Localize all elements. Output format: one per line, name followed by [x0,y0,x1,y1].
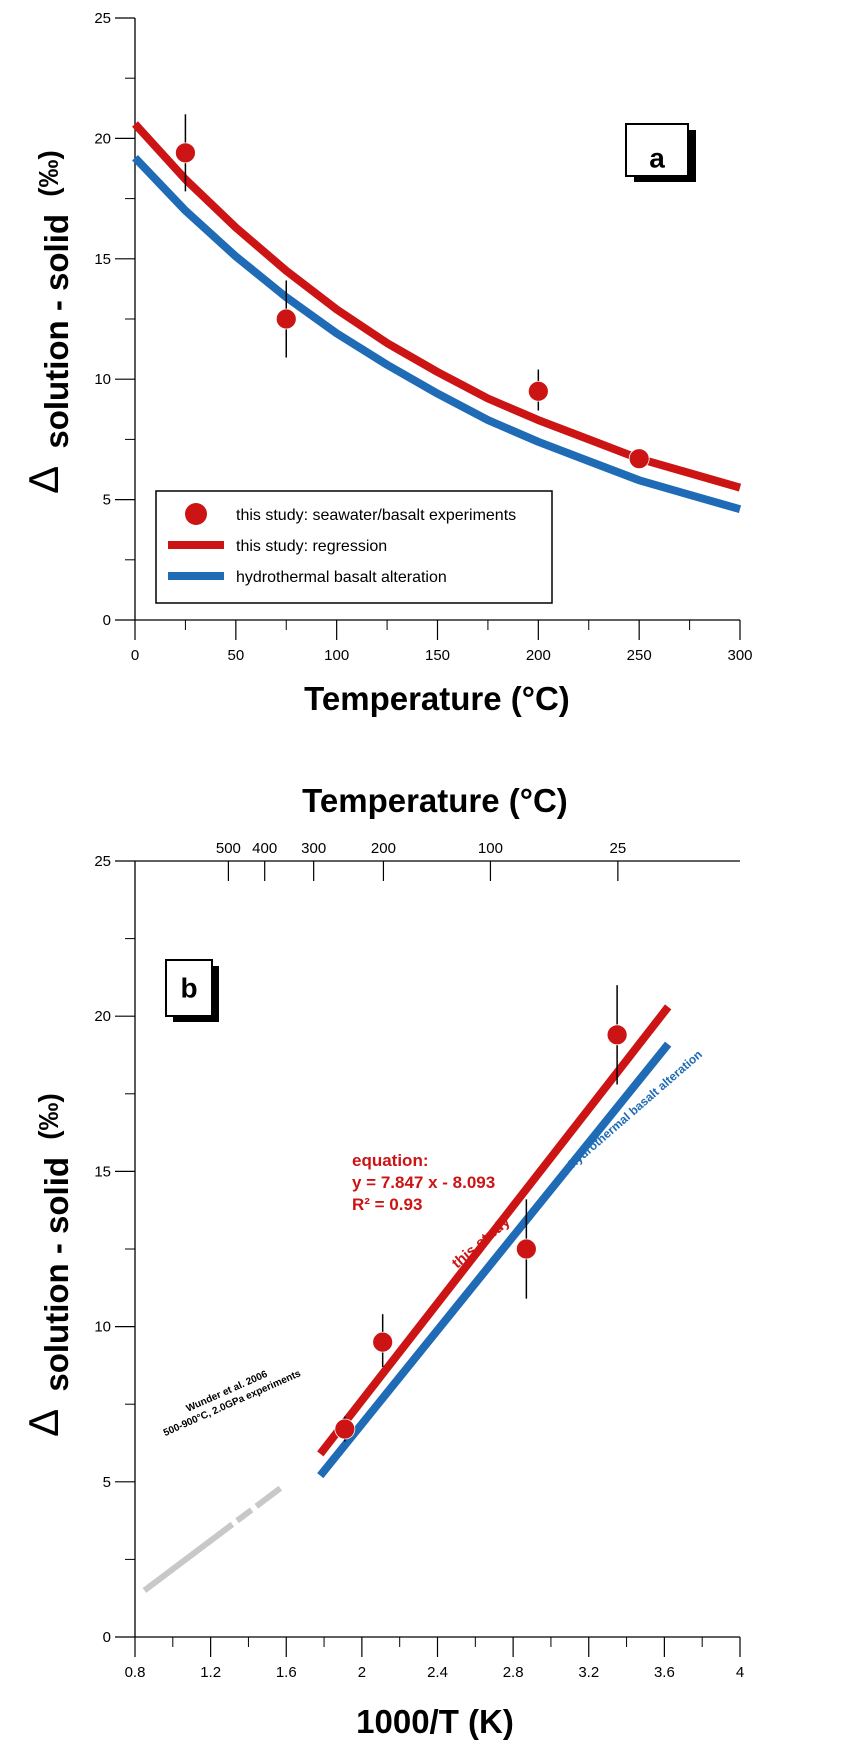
panel-a-data-point [628,448,650,470]
panel-a-x-tick-label: 150 [425,647,450,664]
svg-text:Δ solution - solid: Δ solution - solid (‰) [20,150,75,494]
panel-b-y-tick-label: 5 [103,1474,111,1491]
panel-a-x-tick-label: 200 [526,647,551,664]
panel-a-ylabel-delta: Δ [20,466,67,494]
panel-a-data-point [175,142,196,164]
panel-a-y-tick-label: 25 [94,10,111,27]
panel-a-y-tick-label: 20 [94,130,111,147]
label-wunder: Wunder et al. 2006 500-900°C, 2.0GPa exp… [162,1368,303,1439]
panel-b-y-axis-title: Δ solution - solid (‰) [20,1093,75,1437]
legend-label-hydrothermal: hydrothermal basalt alteration [236,569,447,586]
svg-text:Δ solution - solid: Δ solution - solid (‰) [20,1093,75,1437]
panel-a-data-point [527,380,549,402]
panel-b-x-tick-label: 3.6 [654,1664,675,1681]
panel-a-x-tick-label: 300 [727,647,752,664]
panel-b: 0 5 10 15 20 25 0.8 1.2 1.6 2 2.4 2.8 3.2 3.6 4 500 400 3… [20,782,744,1740]
curve-hydrothermal-basalt-alteration [132,154,742,514]
panel-a-ylabel-unit: (‰) [33,150,64,197]
equation-title: equation: [352,1151,429,1170]
panel-a-y-tick-label: 0 [103,612,111,629]
panel-b-x-tick-label: 3.2 [578,1664,599,1681]
panel-b-y-tick-label: 25 [94,853,111,870]
panel-b-x-axis-title: 1000/T (K) [356,1703,514,1740]
equation-r-squared: R² = 0.93 [352,1195,422,1214]
panel-b-top-axis-title: Temperature (°C) [302,782,568,819]
panel-b-x-tick-label: 2.8 [503,1664,524,1681]
legend-label-regression: this study: regression [236,538,387,555]
panel-b-data-point [372,1331,394,1353]
panel-b-x-tick-label: 1.2 [200,1664,221,1681]
panel-b-top-tick-label: 400 [252,840,277,857]
panel-b-x-tick-label: 1.6 [276,1664,297,1681]
panel-a-x-tick-label: 0 [131,647,139,664]
panel-a-y-tick-label: 15 [94,251,111,268]
panel-a-letter-box: a [625,123,696,182]
panel-b-y-tick-label: 0 [103,1629,111,1646]
panel-b-data-point [606,1024,628,1046]
panel-b-y-tick-label: 10 [94,1319,111,1336]
panel-b-ylabel-main: solution - solid [38,1157,75,1392]
panel-a-points [175,114,650,470]
panel-b-points [334,985,628,1442]
panel-b-top-tick-label: 25 [610,840,627,857]
panel-a-x-tick-label: 100 [324,647,349,664]
panel-a-letter: a [649,142,665,173]
panel-b-y-tick-label: 20 [94,1008,111,1025]
panel-b-y-tick-label: 15 [94,1163,111,1180]
equation-formula: y = 7.847 x - 8.093 [352,1173,495,1192]
legend-label-experiments: this study: seawater/basalt experiments [236,507,516,524]
panel-a-y-tick-label: 5 [103,492,111,509]
panel-a-x-tick-label: 250 [627,647,652,664]
panel-b-axes: 0 5 10 15 20 25 0.8 1.2 1.6 2 2.4 2.8 3.2 3.6 4 500 400 3… [94,840,744,1681]
legend-marker-experiments [185,503,207,525]
panel-b-lines [142,1004,672,1593]
panel-b-top-tick-label: 100 [478,840,503,857]
panel-a-y-tick-label: 10 [94,371,111,388]
panel-b-x-tick-label: 4 [736,1664,744,1681]
panel-a-ylabel-main: solution - solid [38,214,75,449]
panel-b-x-tick-label: 2 [358,1664,366,1681]
label-wunder-line2: 500-900°C, 2.0GPa experiments [162,1368,303,1439]
panel-a-data-point [275,308,297,330]
panel-a-x-axis-title: Temperature (°C) [304,680,570,717]
panel-a-y-axis-title: Δ solution - solid (‰) [20,150,75,494]
line-hydrothermal-basalt-alteration [317,1041,672,1479]
panel-b-equation: equation: y = 7.847 x - 8.093 R² = 0.93 [352,1151,495,1214]
panel-b-letter-box: b [165,959,219,1022]
panel-b-x-tick-label: 2.4 [427,1664,448,1681]
panel-a-x-tick-label: 50 [227,647,244,664]
panel-b-top-tick-label: 200 [371,840,396,857]
panel-b-top-tick-label: 500 [216,840,241,857]
line-wunder-2006 [142,1485,283,1593]
panel-b-ylabel-unit: (‰) [33,1093,64,1140]
panel-b-letter: b [180,972,197,1003]
panel-b-ylabel-delta: Δ [20,1409,67,1437]
panel-a-legend: this study: seawater/basalt experiments … [155,490,553,604]
panel-b-data-point [334,1418,356,1440]
panel-b-top-tick-label: 300 [301,840,326,857]
line-this-study [317,1004,672,1457]
panel-b-x-tick-label: 0.8 [125,1664,146,1681]
panel-b-data-point [515,1238,537,1260]
